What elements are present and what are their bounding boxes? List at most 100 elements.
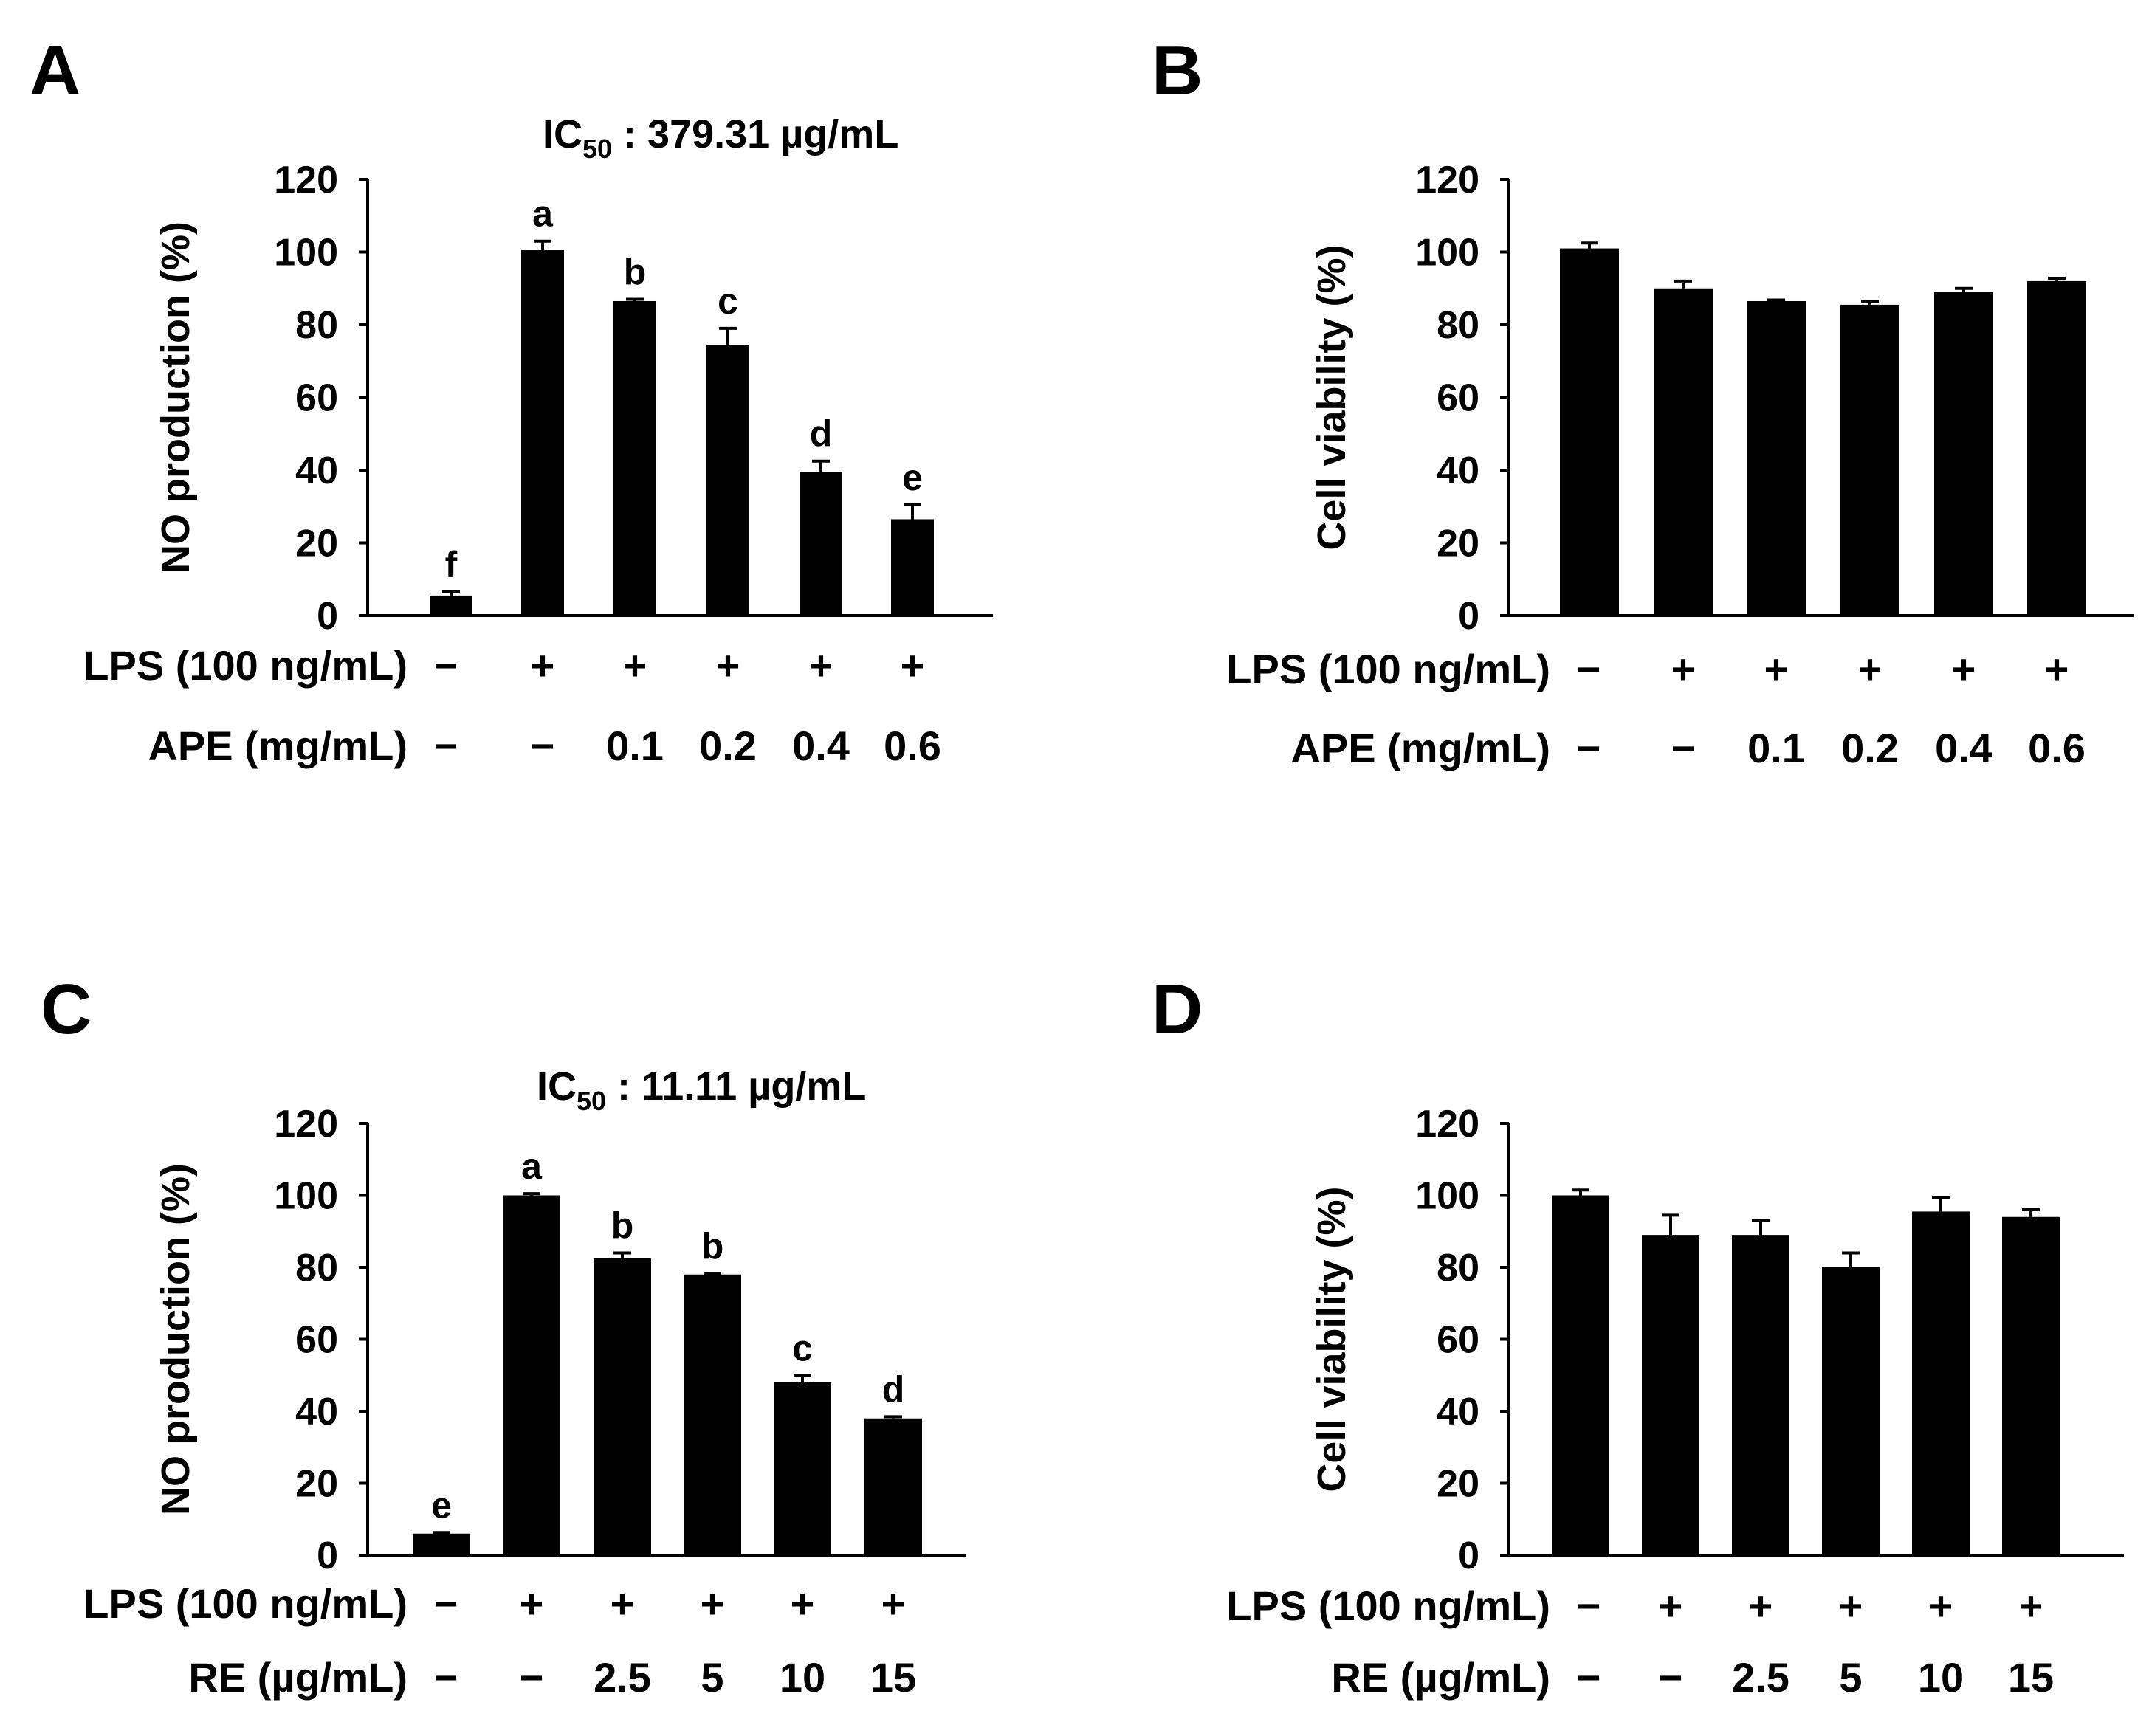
y-axis-label: NO production (%) <box>154 221 198 574</box>
y-tick-label: 40 <box>1437 450 1479 492</box>
significance-letter: c <box>792 1327 813 1368</box>
significance-letter: b <box>701 1225 724 1267</box>
condition-value: 0.4 <box>1935 725 1992 771</box>
condition-row-label: LPS (100 ng/mL) <box>1226 646 1550 692</box>
y-tick-label: 20 <box>295 523 338 565</box>
significance-letter: d <box>882 1368 905 1410</box>
condition-value: 0.6 <box>2028 725 2086 771</box>
bar <box>1642 1235 1699 1555</box>
condition-value: + <box>1858 646 1882 692</box>
panel-letter: B <box>1152 31 1203 110</box>
condition-value: − <box>531 723 555 769</box>
ic50-annotation: IC50 : 11.11 µg/mL <box>537 1064 866 1116</box>
bar <box>2027 280 2086 616</box>
ic50-annotation: IC50 : 379.31 µg/mL <box>543 112 898 164</box>
bar <box>684 1274 741 1555</box>
bar <box>1560 248 1619 616</box>
significance-letter: b <box>611 1205 634 1247</box>
condition-row-label: LPS (100 ng/mL) <box>83 642 408 689</box>
panel-letter: D <box>1152 970 1203 1049</box>
y-tick-label: 0 <box>317 1534 338 1577</box>
bar <box>1822 1267 1880 1555</box>
y-tick-label: 40 <box>295 1391 338 1433</box>
condition-row-label: LPS (100 ng/mL) <box>1226 1582 1550 1629</box>
condition-value: + <box>901 642 925 689</box>
condition-value: − <box>1577 1654 1601 1701</box>
y-tick-label: 100 <box>1415 232 1479 275</box>
condition-value: + <box>809 642 833 689</box>
y-tick-label: 80 <box>1437 1247 1479 1289</box>
condition-row-label: APE (mg/mL) <box>1290 725 1550 771</box>
significance-letter: d <box>810 413 833 455</box>
condition-value: + <box>1929 1582 1953 1629</box>
y-tick-label: 80 <box>295 304 338 347</box>
y-tick-label: 100 <box>274 232 338 275</box>
condition-value: + <box>1671 646 1696 692</box>
y-tick-label: 120 <box>274 1103 338 1146</box>
condition-value: − <box>434 642 458 689</box>
condition-value: − <box>1577 646 1601 692</box>
condition-value: + <box>1839 1582 1863 1629</box>
condition-value: + <box>1659 1582 1683 1629</box>
y-tick-label: 100 <box>274 1175 338 1218</box>
condition-row-label: RE (µg/mL) <box>188 1654 408 1701</box>
condition-value: + <box>2045 646 2069 692</box>
bar <box>1934 292 1993 616</box>
bar <box>706 345 749 616</box>
bar <box>800 472 842 616</box>
significance-letter: e <box>431 1484 452 1526</box>
condition-value: + <box>520 1580 544 1627</box>
y-tick-label: 40 <box>295 450 338 492</box>
bar <box>413 1533 470 1555</box>
bar <box>1840 304 1899 616</box>
condition-value: − <box>1671 725 1696 771</box>
condition-value: − <box>434 1654 458 1701</box>
condition-value: 0.2 <box>1841 725 1899 771</box>
y-tick-label: 0 <box>1458 1534 1479 1577</box>
bar <box>594 1258 651 1555</box>
bar <box>521 250 564 616</box>
y-axis-label: Cell viability (%) <box>1310 244 1354 550</box>
condition-value: 15 <box>870 1654 916 1701</box>
condition-row-label: LPS (100 ng/mL) <box>83 1580 408 1627</box>
significance-letter: c <box>718 280 738 322</box>
condition-value: 5 <box>701 1654 723 1701</box>
panel-a: A 0 20 40 60 80 100 120 NO production (%) IC50 : … <box>30 31 993 769</box>
condition-value: 0.2 <box>699 723 757 769</box>
y-tick-label: 120 <box>274 159 338 202</box>
y-tick-label: 0 <box>1458 595 1479 638</box>
bar <box>503 1195 560 1555</box>
condition-value: + <box>623 642 647 689</box>
y-tick-label: 60 <box>1437 1319 1479 1362</box>
panel-d: D 0 20 40 60 80 100 120 Cell viability (%) LPS (1… <box>1152 970 2124 1701</box>
bar <box>430 595 472 616</box>
condition-value: + <box>701 1580 725 1627</box>
y-tick-label: 20 <box>1437 1463 1479 1506</box>
condition-value: 10 <box>780 1654 825 1701</box>
condition-value: − <box>520 1654 544 1701</box>
condition-value: + <box>531 642 555 689</box>
condition-value: − <box>1577 1582 1601 1629</box>
condition-value: 0.1 <box>606 723 664 769</box>
condition-value: + <box>1749 1582 1773 1629</box>
condition-value: 0.1 <box>1747 725 1805 771</box>
condition-value: + <box>716 642 740 689</box>
significance-letter: e <box>902 457 923 498</box>
condition-value: 2.5 <box>594 1654 651 1701</box>
condition-value: + <box>791 1580 815 1627</box>
condition-value: + <box>1952 646 1976 692</box>
condition-row-label: APE (mg/mL) <box>148 723 408 769</box>
y-tick-label: 20 <box>295 1463 338 1506</box>
significance-letter: f <box>445 544 458 585</box>
panel-letter: C <box>41 970 92 1049</box>
condition-value: − <box>434 723 458 769</box>
condition-value: 0.4 <box>792 723 850 769</box>
y-tick-label: 120 <box>1415 159 1479 202</box>
y-tick-label: 80 <box>1437 304 1479 347</box>
panel-b: B 0 20 40 60 80 100 120 Cell viability (%) LPS (1… <box>1152 31 2134 771</box>
bar <box>1912 1211 1970 1555</box>
y-tick-label: 60 <box>295 1319 338 1362</box>
condition-row-label: RE (µg/mL) <box>1331 1654 1550 1701</box>
y-tick-label: 20 <box>1437 523 1479 565</box>
